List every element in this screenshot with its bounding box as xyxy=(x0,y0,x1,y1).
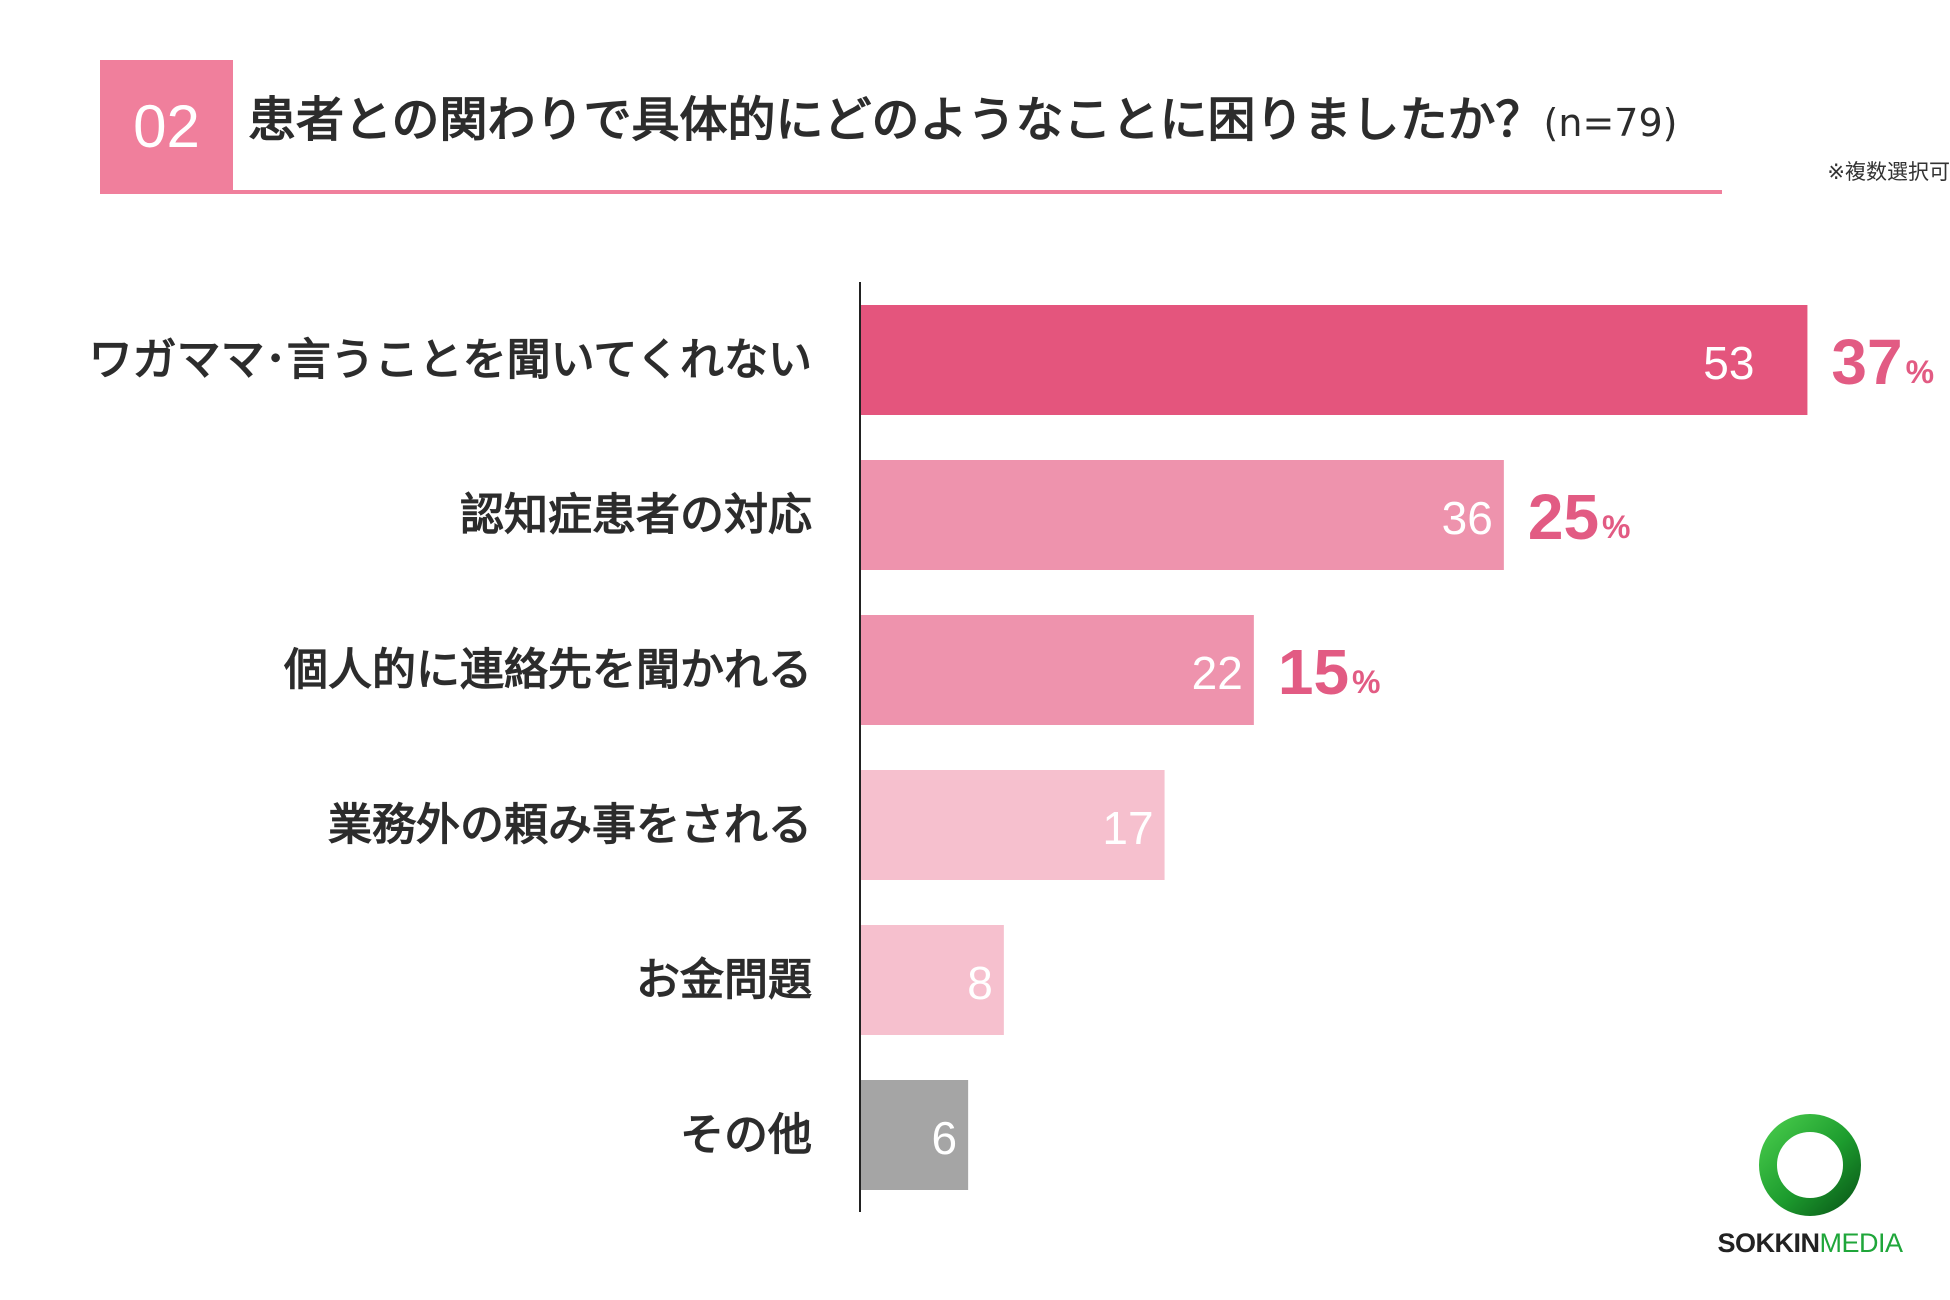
value-label-2: 36 xyxy=(1442,492,1493,544)
value-label-4: 17 xyxy=(1102,802,1153,854)
value-label-5: 8 xyxy=(967,957,993,1009)
percent-label-3: 15% xyxy=(1278,636,1381,708)
value-label-1: 53 xyxy=(1703,337,1754,389)
bar-5 xyxy=(861,925,1004,1035)
value-label-3: 22 xyxy=(1192,647,1243,699)
category-label-1: ワガママ･言うことを聞いてくれない xyxy=(89,335,812,386)
bar-6 xyxy=(861,1080,969,1190)
category-label-4: 業務外の頼み事をされる xyxy=(328,800,812,851)
category-label-3: 個人的に連絡先を聞かれる xyxy=(283,645,812,696)
category-label-6: その他 xyxy=(680,1110,812,1161)
logo-wordmark: SOKKINMEDIA xyxy=(1717,1228,1903,1258)
percent-label-2: 25% xyxy=(1528,481,1631,553)
logo-ring-icon xyxy=(1759,1114,1861,1216)
sample-size: (n=79) xyxy=(1543,101,1678,145)
bar-1 xyxy=(861,305,1808,415)
bar-2 xyxy=(861,460,1504,570)
category-label-2: 認知症患者の対応 xyxy=(460,490,812,541)
question-number: 02 xyxy=(133,93,200,160)
multiple-choice-note: ※複数選択可 xyxy=(1827,160,1950,184)
bar-4 xyxy=(861,770,1165,880)
category-label-5: お金問題 xyxy=(636,955,812,1006)
header-underline xyxy=(100,190,1722,194)
chart-title: 患者との関わりで具体的にどのようなことに困りましたか？(n=79) xyxy=(248,90,1677,153)
value-label-6: 6 xyxy=(932,1112,958,1164)
percent-label-1: 37% xyxy=(1831,326,1934,398)
question-number-box: 02 xyxy=(100,60,233,193)
bar-3 xyxy=(861,615,1254,725)
title-text: 患者との関わりで具体的にどのようなことに困りましたか？ xyxy=(248,92,1544,148)
sokkin-media-logo: SOKKINMEDIA xyxy=(1700,1110,1920,1260)
